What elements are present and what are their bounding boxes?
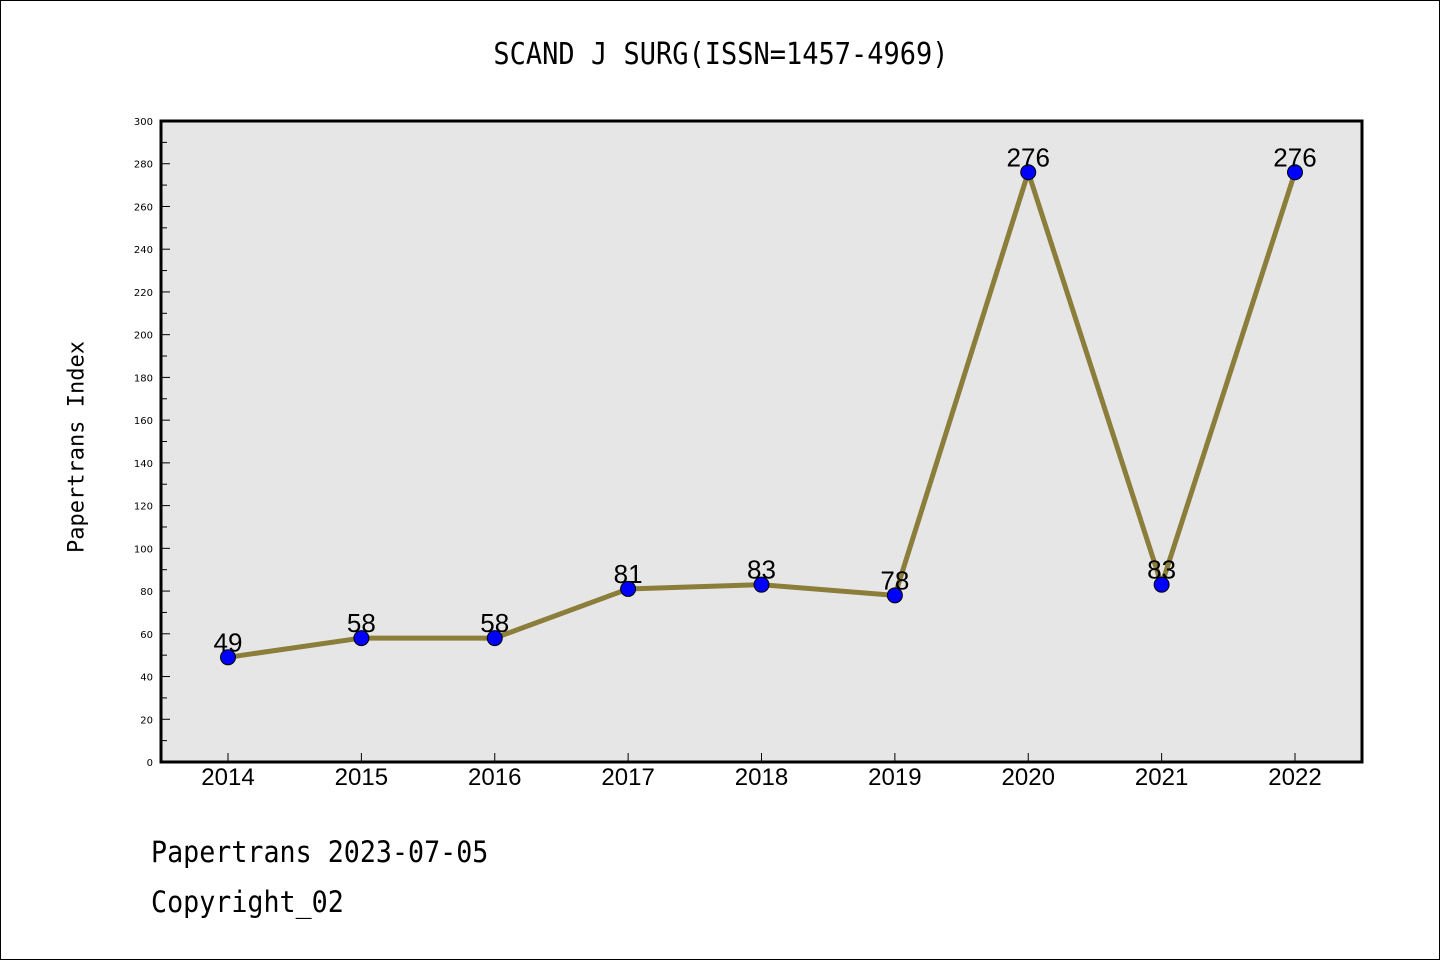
data-label: 58 xyxy=(480,608,509,638)
data-label: 81 xyxy=(614,559,643,589)
plot-area xyxy=(161,121,1362,762)
x-tick-label: 2014 xyxy=(201,764,254,791)
y-tick-label: 260 xyxy=(134,202,153,213)
chart-title: SCAND J SURG(ISSN=1457-4969) xyxy=(493,37,949,72)
footer-date: Papertrans 2023-07-05 xyxy=(151,835,489,869)
data-point xyxy=(620,580,637,597)
x-tick-label: 2018 xyxy=(735,764,788,791)
y-tick-label: 300 xyxy=(134,117,153,128)
data-point xyxy=(220,649,236,666)
data-label: 49 xyxy=(214,627,243,657)
plot-border xyxy=(159,119,1364,764)
x-axis: 2014 2015 2016 2017 2018 2019 2020 2021 2022 xyxy=(201,753,1322,791)
x-tick-label: 2021 xyxy=(1135,764,1188,791)
data-label: 58 xyxy=(347,608,376,638)
y-tick-label: 180 xyxy=(134,373,153,384)
y-tick-label: 80 xyxy=(140,587,153,598)
y-tick-label: 220 xyxy=(134,288,153,299)
footer-copyright: Copyright_02 xyxy=(151,885,344,919)
data-point xyxy=(486,630,503,647)
x-tick-label: 2020 xyxy=(1002,764,1055,791)
y-tick-label: 240 xyxy=(134,245,153,256)
y-tick-label: 100 xyxy=(134,544,153,555)
data-point xyxy=(1020,164,1037,181)
y-axis: 0 20 40 60 80 100 120 140 160 180 200 220 240 260 280 3… xyxy=(134,117,170,769)
y-tick-label: 200 xyxy=(134,331,153,342)
data-point xyxy=(353,630,370,647)
series-group: 49 58 58 81 83 78 276 83 276 xyxy=(214,142,1317,666)
y-tick-label: 60 xyxy=(140,630,153,641)
y-tick-label: 40 xyxy=(140,673,153,684)
data-point xyxy=(753,576,770,593)
y-tick-label: 0 xyxy=(147,758,153,769)
x-tick-label: 2022 xyxy=(1268,764,1321,791)
data-point xyxy=(1287,164,1303,181)
x-tick-label: 2019 xyxy=(868,764,921,791)
data-label: 78 xyxy=(880,565,909,595)
data-label: 276 xyxy=(1007,142,1050,172)
y-tick-label: 280 xyxy=(134,160,153,171)
data-point xyxy=(886,587,903,604)
y-tick-label: 20 xyxy=(140,715,153,726)
data-label: 83 xyxy=(747,555,776,585)
x-tick-label: 2017 xyxy=(601,764,654,791)
y-tick-label: 120 xyxy=(134,502,153,513)
y-tick-label: 160 xyxy=(134,416,153,427)
data-label: 276 xyxy=(1273,142,1316,172)
x-tick-label: 2016 xyxy=(468,764,521,791)
x-tick-label: 2015 xyxy=(335,764,388,791)
y-tick-label: 140 xyxy=(134,459,153,470)
data-point xyxy=(1153,576,1170,593)
data-label: 83 xyxy=(1147,555,1176,585)
